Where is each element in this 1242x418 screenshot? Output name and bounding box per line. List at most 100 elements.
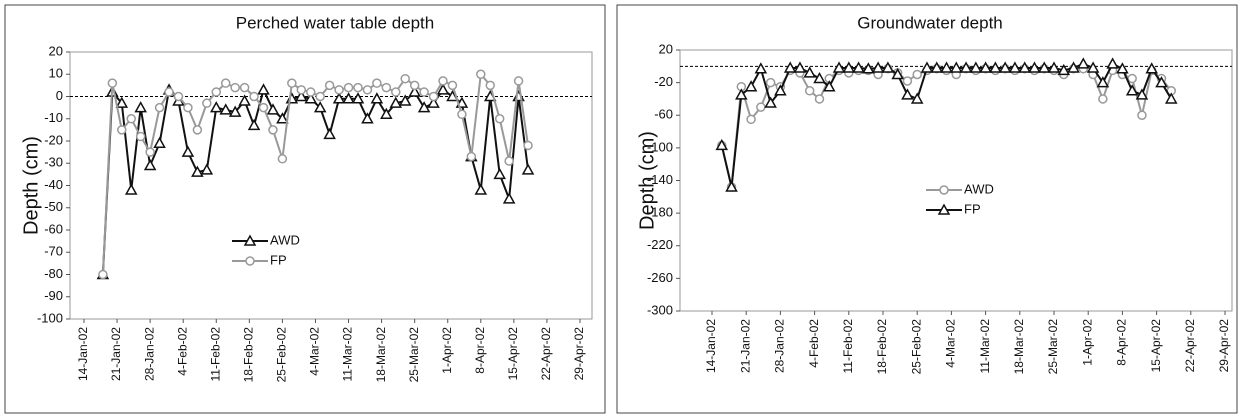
marker: [852, 61, 865, 73]
marker: [504, 156, 514, 166]
marker: [447, 80, 458, 91]
x-tick-label: 8-Apr-02: [1115, 319, 1129, 366]
marker: [1155, 76, 1168, 88]
marker: [756, 102, 766, 112]
x-tick-label: 25-Mar-02: [1046, 319, 1060, 375]
x-tick-label: 18-Feb-02: [875, 319, 889, 375]
marker: [408, 85, 421, 97]
marker: [219, 103, 232, 115]
marker: [332, 92, 346, 104]
marker: [902, 76, 913, 86]
marker: [969, 61, 983, 73]
marker: [814, 94, 825, 104]
marker: [1137, 110, 1147, 120]
marker: [1037, 61, 1051, 73]
marker: [398, 94, 412, 106]
x-tick-label: 28-Jan-02: [773, 319, 787, 373]
y-tick-label: 0: [56, 88, 63, 103]
marker: [494, 114, 505, 124]
marker: [202, 98, 212, 108]
marker: [979, 61, 992, 73]
marker: [783, 61, 797, 73]
marker: [1145, 62, 1158, 74]
x-tick-label: 11-Feb-02: [841, 319, 855, 374]
marker: [912, 69, 922, 80]
y-tick-label: 20: [659, 41, 673, 56]
marker: [764, 96, 777, 108]
marker: [804, 86, 815, 96]
marker: [135, 131, 146, 142]
marker: [746, 114, 756, 125]
marker: [754, 62, 768, 74]
marker: [257, 83, 270, 95]
y-tick-label: -60: [654, 107, 673, 122]
marker: [361, 112, 374, 124]
x-tick-label: 29-Apr-02: [1217, 319, 1231, 373]
x-tick-label: 22-Apr-02: [1183, 319, 1197, 373]
marker: [1164, 92, 1178, 104]
y-tick-label: -180: [647, 205, 673, 220]
y-axis-label: Depth (cm): [636, 131, 658, 230]
marker: [391, 87, 401, 97]
marker: [989, 61, 1002, 73]
marker: [513, 76, 524, 86]
marker: [239, 82, 250, 93]
legend-marker: [243, 234, 257, 246]
marker: [1028, 61, 1041, 73]
y-tick-label: -60: [44, 221, 63, 236]
marker: [940, 61, 953, 73]
y-axis-label: Depth (cm): [20, 136, 42, 235]
marker: [153, 136, 166, 148]
marker: [191, 165, 204, 177]
x-tick-label: 29-Apr-02: [572, 327, 586, 381]
x-tick-label: 4-Feb-02: [807, 319, 821, 368]
y-tick-label: -30: [44, 155, 63, 170]
marker: [1057, 63, 1071, 76]
y-tick-label: -100: [647, 139, 673, 154]
marker: [183, 102, 193, 113]
marker: [372, 78, 382, 88]
marker: [192, 125, 203, 135]
legend-box: [228, 228, 304, 274]
marker: [380, 107, 393, 120]
marker: [803, 66, 816, 78]
marker: [145, 147, 155, 157]
marker: [296, 85, 307, 95]
marker: [930, 61, 944, 73]
marker: [334, 85, 344, 95]
marker: [124, 183, 138, 195]
marker: [1096, 76, 1110, 88]
y-tick-label: -260: [647, 270, 673, 285]
marker: [1135, 88, 1149, 100]
y-tick-label: -100: [37, 310, 63, 325]
marker: [209, 101, 223, 113]
marker: [313, 101, 327, 113]
y-tick-label: -10: [44, 110, 63, 125]
marker: [871, 61, 885, 73]
series-line: [101, 71, 530, 275]
marker: [323, 127, 336, 140]
x-tick-label: 21-Jan-02: [738, 319, 752, 373]
marker: [238, 94, 251, 106]
y-tick-label: -300: [647, 302, 673, 317]
marker: [1098, 94, 1108, 104]
marker: [400, 73, 410, 84]
marker: [417, 101, 431, 113]
marker: [277, 154, 288, 164]
marker: [351, 92, 365, 104]
marker: [793, 61, 807, 73]
marker: [1008, 61, 1022, 73]
marker: [998, 61, 1012, 73]
marker: [126, 114, 136, 124]
y-tick-label: -90: [44, 288, 63, 303]
marker: [220, 78, 231, 88]
marker: [107, 78, 118, 88]
marker: [1125, 84, 1139, 96]
marker: [813, 72, 826, 84]
marker: [362, 85, 373, 95]
y-tick-label: -40: [44, 177, 63, 192]
marker: [476, 69, 486, 79]
x-tick-label: 25-Feb-02: [909, 319, 923, 375]
marker: [370, 92, 384, 104]
x-tick-label: 25-Mar-02: [407, 327, 421, 383]
